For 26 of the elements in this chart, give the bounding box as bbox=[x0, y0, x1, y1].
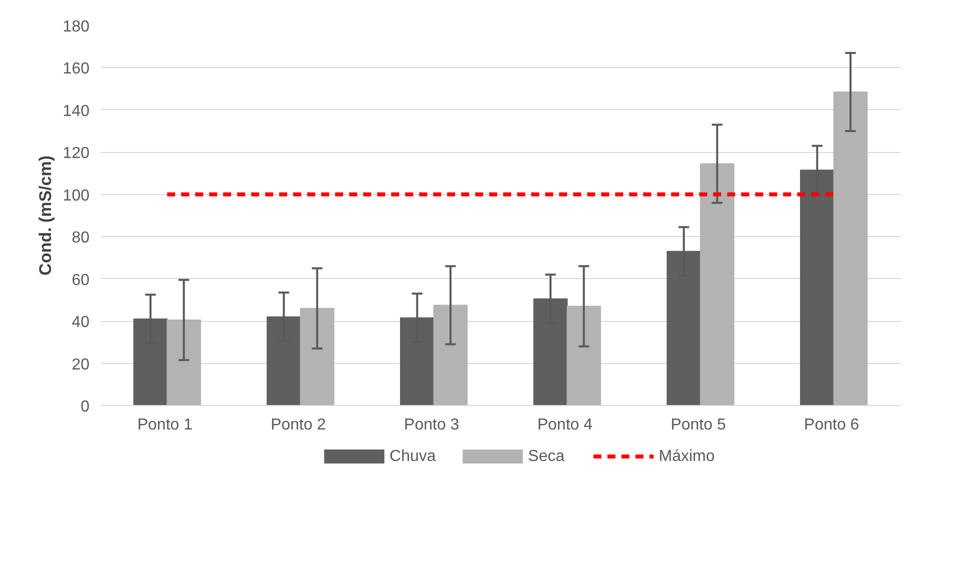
y-tick-label: 180 bbox=[62, 18, 90, 36]
y-tick-label: 60 bbox=[72, 272, 90, 289]
legend-label: Seca bbox=[528, 448, 565, 465]
y-axis-title: Cond. (mS/cm) bbox=[36, 156, 55, 276]
y-tick-label: 0 bbox=[80, 398, 90, 416]
bar bbox=[300, 308, 334, 406]
legend-label: Chuva bbox=[390, 448, 436, 465]
x-tick-label: Ponto 3 bbox=[404, 416, 460, 434]
bar bbox=[833, 92, 868, 406]
y-tick-label: 100 bbox=[62, 187, 90, 204]
x-tick-label: Ponto 5 bbox=[670, 416, 726, 434]
bar bbox=[566, 306, 601, 406]
x-tick-label: Ponto 6 bbox=[804, 416, 860, 434]
legend-label: Máximo bbox=[658, 448, 715, 465]
x-tick-label: Ponto 1 bbox=[137, 416, 193, 434]
y-tick-label: 140 bbox=[62, 102, 90, 120]
y-tick-label: 40 bbox=[72, 314, 90, 332]
y-tick-label: 160 bbox=[62, 60, 90, 78]
y-tick-label: 80 bbox=[72, 230, 90, 247]
y-tick-label: 120 bbox=[62, 145, 90, 162]
bar bbox=[166, 320, 201, 406]
bar bbox=[433, 304, 468, 406]
x-tick-label: Ponto 2 bbox=[270, 416, 326, 434]
x-tick-label: Ponto 4 bbox=[537, 416, 593, 434]
y-tick-label: 20 bbox=[72, 356, 90, 374]
bar bbox=[700, 163, 734, 406]
